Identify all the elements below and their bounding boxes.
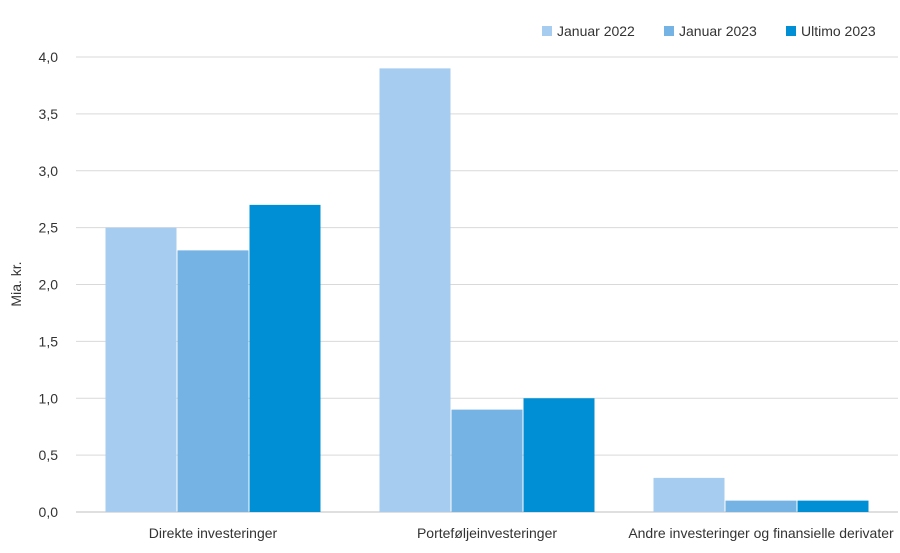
- legend-item: Ultimo 2023: [786, 23, 876, 39]
- bar: [177, 250, 249, 512]
- bar: [797, 500, 869, 512]
- y-tick-label: 2,5: [39, 220, 59, 236]
- y-tick-label: 3,0: [39, 163, 59, 179]
- bars: [105, 68, 869, 512]
- legend-swatch: [786, 26, 796, 36]
- y-tick-label: 4,0: [39, 49, 59, 65]
- legend: Januar 2022 Januar 2023 Ultimo 2023: [542, 23, 876, 39]
- y-tick-label: 3,5: [39, 106, 59, 122]
- x-category-label: Andre investeringer og finansielle deriv…: [628, 525, 894, 541]
- x-category-label: Direkte investeringer: [149, 525, 278, 541]
- legend-label: Ultimo 2023: [801, 23, 876, 39]
- legend-swatch: [664, 26, 674, 36]
- legend-item: Januar 2022: [542, 23, 635, 39]
- legend-item: Januar 2023: [664, 23, 757, 39]
- x-category-label: Porteføljeinvesteringer: [417, 525, 557, 541]
- legend-label: Januar 2023: [679, 23, 757, 39]
- bar: [249, 204, 321, 512]
- legend-label: Januar 2022: [557, 23, 635, 39]
- y-tick-label: 1,5: [39, 333, 59, 349]
- bar: [379, 68, 451, 512]
- bar: [523, 398, 595, 512]
- legend-swatch: [542, 26, 552, 36]
- bar: [451, 409, 523, 512]
- bar: [653, 477, 725, 512]
- y-tick-label: 0,5: [39, 447, 59, 463]
- bar: [105, 227, 177, 512]
- bar: [725, 500, 797, 512]
- y-tick-label: 2,0: [39, 277, 59, 293]
- axes: Mia. kr. 0,0 0,5 1,0 1,5 2,0 2,5 3,0 3,5 4,0 Dire…: [8, 49, 894, 541]
- y-tick-label: 1,0: [39, 390, 59, 406]
- y-axis-title: Mia. kr.: [8, 261, 24, 306]
- y-tick-label: 0,0: [39, 504, 59, 520]
